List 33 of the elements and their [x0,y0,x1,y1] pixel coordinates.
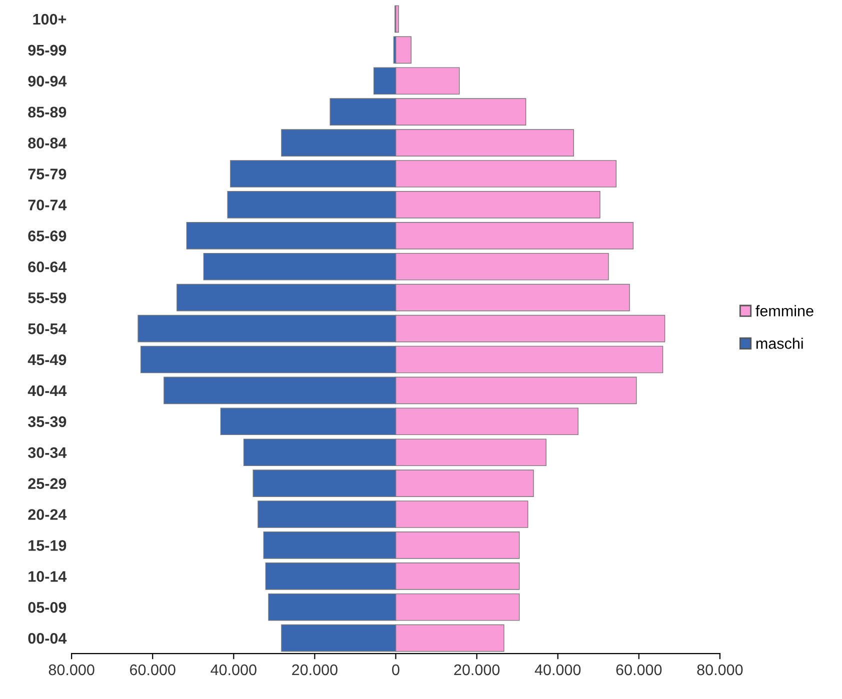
x-tick-label: 20.000 [454,664,500,676]
y-tick-label: 05-09 [28,602,66,613]
y-tick-label: 90-94 [28,76,67,87]
x-tick-label: 60.000 [616,664,662,676]
x-tick-label: 0 [392,664,400,676]
x-tick-label: 80.000 [48,664,94,676]
y-tick-label: 25-29 [28,478,66,489]
x-tick-label: 80.000 [697,664,743,676]
legend-label: maschi [756,338,803,349]
bar [395,36,412,64]
y-tick-label: 45-49 [28,354,66,366]
legend-label: femmine [756,305,814,316]
y-tick-label: 65-69 [28,230,66,242]
y-tick-label: 10-14 [28,571,67,582]
y-tick-label: 100+ [33,14,66,25]
y-tick-label: 20-24 [28,509,67,520]
x-tick-label: 60.000 [130,664,176,676]
y-tick-label: 00-04 [28,632,67,644]
y-tick-label: 40-44 [28,385,67,396]
y-tick-label: 15-19 [28,540,66,551]
y-tick-label: 50-54 [28,323,67,334]
y-tick-label: 85-89 [28,106,66,118]
y-tick-label: 75-79 [28,168,66,180]
y-tick-label: 70-74 [28,200,67,210]
x-tick-label: 40.000 [534,664,581,676]
y-tick-label: 95-99 [28,44,66,56]
y-tick-label: 30-34 [28,447,67,458]
y-tick-label: 60-64 [28,261,67,272]
x-tick-label: 40.000 [210,664,256,676]
y-tick-label: 80-84 [28,138,67,148]
y-tick-label: 55-59 [28,292,66,304]
x-tick-label: 20.000 [292,664,338,676]
y-tick-label: 35-39 [28,416,66,428]
